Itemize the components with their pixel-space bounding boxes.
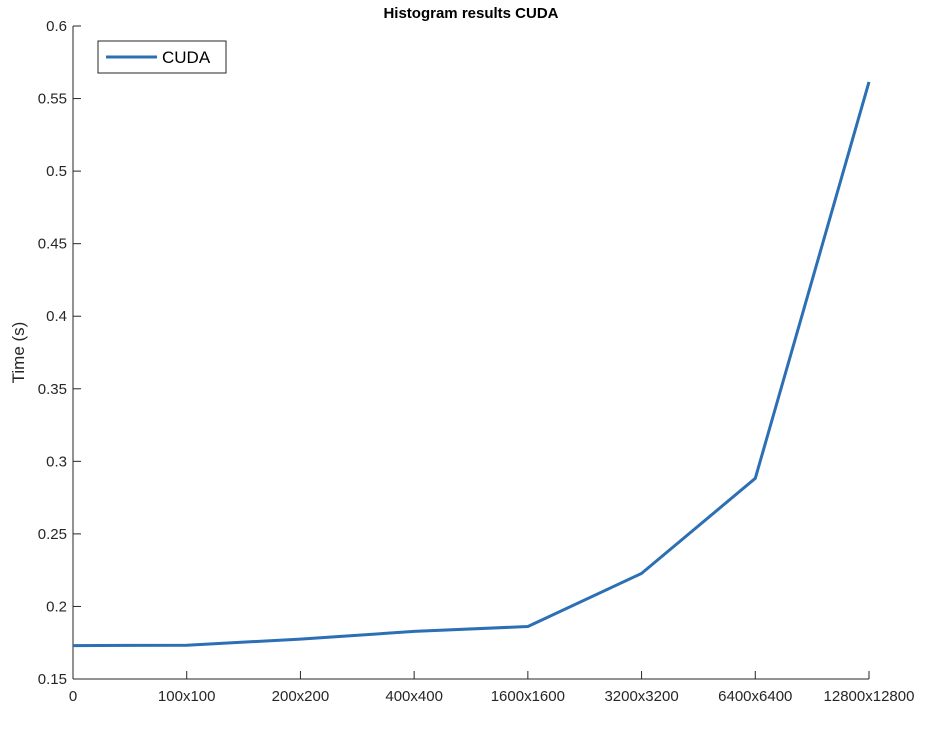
x-axis-ticks: 0 100x100 200x200 400x400 1600x1600 3200x3200… — [69, 671, 915, 705]
x-tick-label: 3200x3200 — [604, 688, 678, 705]
series-line — [73, 82, 869, 646]
legend-label: CUDA — [162, 48, 211, 67]
x-tick-label: 200x200 — [272, 688, 330, 705]
axes — [73, 26, 869, 679]
y-tick-label: 0.4 — [46, 308, 67, 325]
y-tick-label: 0.5 — [46, 163, 67, 180]
y-tick-label: 0.15 — [38, 671, 67, 688]
y-tick-label: 0.55 — [38, 91, 67, 108]
x-tick-label: 400x400 — [385, 688, 443, 705]
y-tick-label: 0.25 — [38, 526, 67, 543]
x-tick-label: 1600x1600 — [491, 688, 565, 705]
x-tick-label: 6400x6400 — [718, 688, 792, 705]
x-tick-label: 100x100 — [158, 688, 216, 705]
y-axis-label: Time (s) — [9, 322, 28, 384]
x-tick-label: 0 — [69, 688, 77, 705]
y-tick-label: 0.2 — [46, 598, 67, 615]
y-axis-ticks: 0.15 0.2 0.25 0.3 0.35 0.4 0.45 0.5 0.55 0.6 — [38, 18, 81, 688]
legend: CUDA — [98, 41, 226, 73]
y-tick-label: 0.35 — [38, 381, 67, 398]
x-tick-label: 12800x12800 — [824, 688, 915, 705]
chart-title: Histogram results CUDA — [383, 5, 558, 22]
series-layer — [73, 82, 869, 646]
y-tick-label: 0.45 — [38, 236, 67, 253]
y-tick-label: 0.6 — [46, 18, 67, 35]
y-tick-label: 0.3 — [46, 453, 67, 470]
